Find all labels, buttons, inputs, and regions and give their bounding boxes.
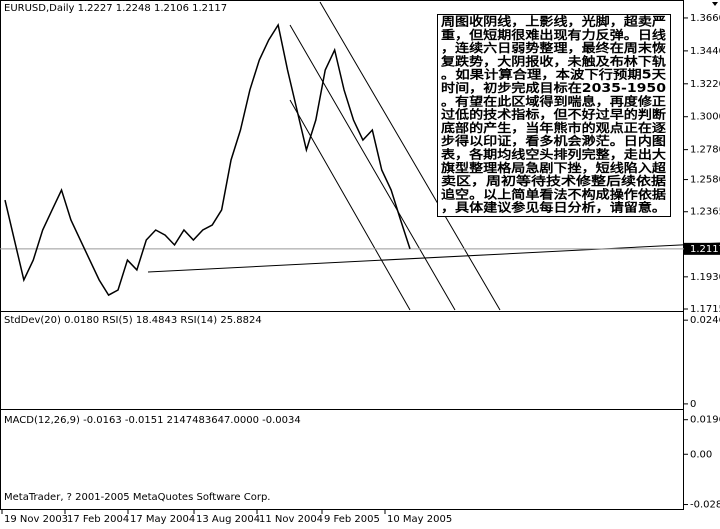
y-tick-label: 1.2365 xyxy=(690,207,720,218)
y-tick-label: 1.3440 xyxy=(690,46,720,57)
y-tick-label: 0.0246 xyxy=(690,315,720,326)
annotation-line: 。如果计算合理，本波下行预期5天 xyxy=(441,67,667,82)
y-tick-label: 0.0196 xyxy=(690,415,720,426)
y-tick-label: -0.0285 xyxy=(690,500,720,511)
y-tick-label: 1.3000 xyxy=(690,112,720,123)
annotation-line: ，具体建议参见每日分析，请留意。 xyxy=(441,200,666,215)
annotation-line: 。有望在此区域得到喘息，再度修正 xyxy=(441,93,666,108)
x-tick-label: 13 Aug 2004 xyxy=(196,514,260,525)
annotation-box xyxy=(437,14,671,217)
annotation-line: 步得以印证，看多机会渺茫。日内图 xyxy=(441,133,666,148)
x-tick-label: 17 May 2004 xyxy=(130,514,195,525)
price-line-series xyxy=(4,23,411,297)
annotation-line: 复跌势，大阴报收，未触及布林下轨 xyxy=(440,53,666,68)
x-tick-label: 11 Nov 2004 xyxy=(259,514,323,525)
trend-line xyxy=(289,99,411,311)
x-tick-label: 19 Nov 2003 xyxy=(4,514,68,525)
annotation-line: 旗型整理格局急剧下挫，短线陷入超 xyxy=(441,160,667,175)
annotation-line: 周图收阴线，上影线，光脚，超卖严 xyxy=(441,14,666,29)
trend-line xyxy=(289,24,456,311)
chart-frame xyxy=(0,0,684,510)
y-tick-label: 1.1930 xyxy=(690,272,720,283)
y-tick-label: 1.2780 xyxy=(690,145,720,156)
price-label-bg xyxy=(684,242,720,255)
trend-line xyxy=(319,1,501,311)
y-tick-label: 1.3220 xyxy=(690,79,720,90)
annotation-line: 时间，初步完成目标在2035-1950 xyxy=(441,80,666,95)
annotation-line: 底部的产生，当年熊市的观点正在逐 xyxy=(441,120,666,135)
x-tick-label: 17 Feb 2004 xyxy=(67,514,129,525)
x-tick-label: 9 Feb 2005 xyxy=(324,514,380,525)
trend-line xyxy=(147,242,720,273)
annotation-line: 卖区，周初等待技术修整后续依据 xyxy=(441,173,666,188)
y-tick-label: 1.3660 xyxy=(690,13,720,24)
panel-title: StdDev(20) 0.0180 RSI(5) 18.4843 RSI(14)… xyxy=(4,315,262,326)
price-label: 1.2117 xyxy=(690,244,720,255)
y-tick-label: 1.1715 xyxy=(690,304,720,315)
y-tick-label: 0 xyxy=(690,399,696,410)
annotation-line: 过低的技术指标，但不好过早的判断 xyxy=(441,107,666,122)
y-tick-label: 0.00 xyxy=(690,449,712,460)
panel-title: MACD(12,26,9) -0.0163 -0.0151 2147483647… xyxy=(4,415,301,426)
annotation-line: 表，各期均线空头排列完整，走出大 xyxy=(440,147,666,162)
annotation-line: ，连续六日弱势整理，最终在周末恢 xyxy=(441,40,666,55)
copyright: MetaTrader, ? 2001-2005 MetaQuotes Softw… xyxy=(4,492,270,503)
x-tick-label: 10 May 2005 xyxy=(387,514,452,525)
scroll-marker xyxy=(712,2,718,6)
y-tick-label: 1.2580 xyxy=(690,175,720,186)
chart-title: EURUSD,Daily 1.2227 1.2248 1.2106 1.2117 xyxy=(4,3,227,14)
annotation-line: 追空。以上简单看法不构成操作依据 xyxy=(441,186,666,201)
annotation-line: 重，但短期很难出现有力反弹。日线 xyxy=(441,27,666,42)
